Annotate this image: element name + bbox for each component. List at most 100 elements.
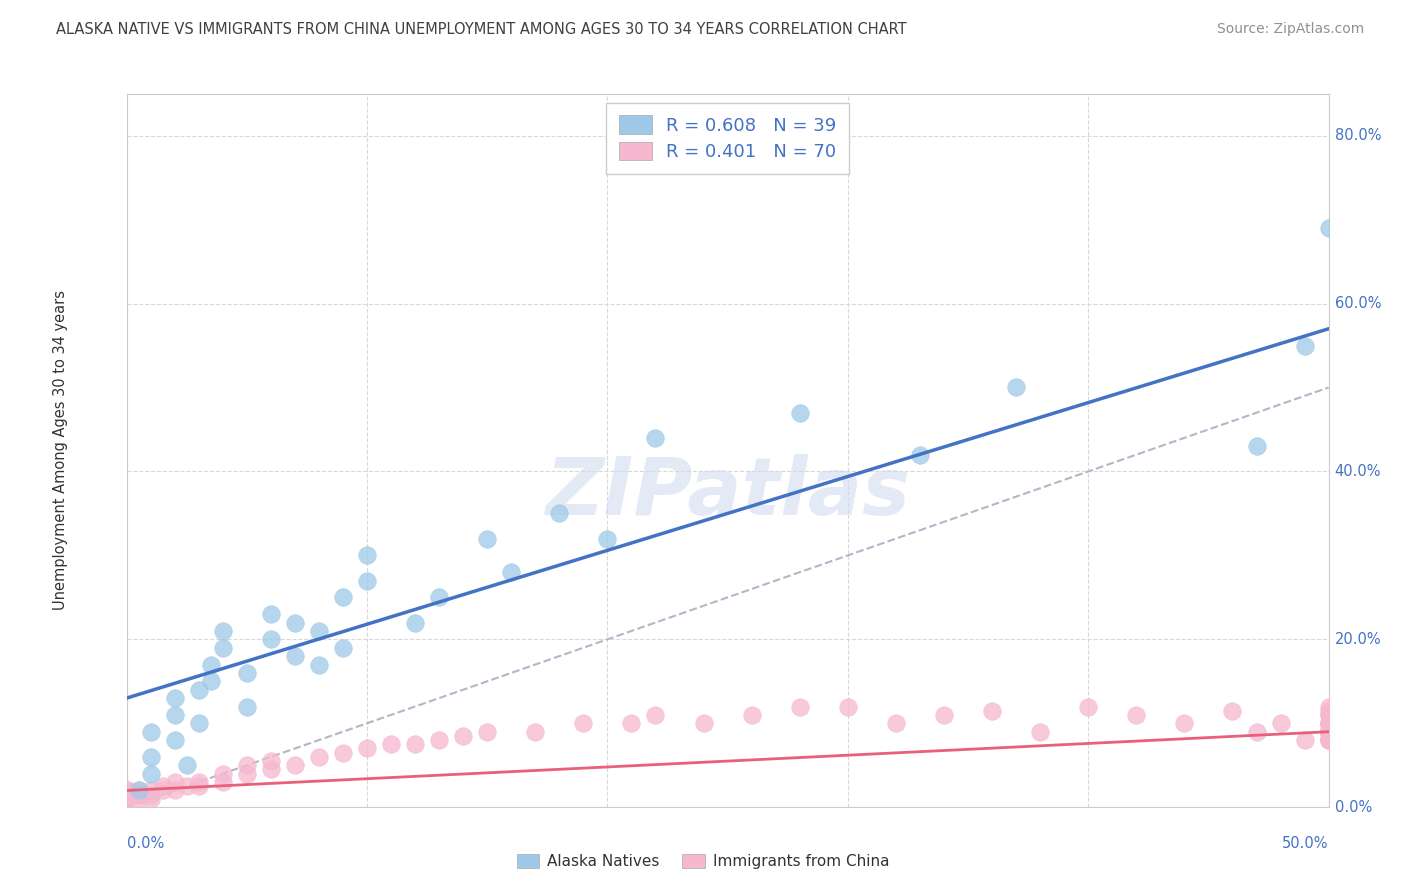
Text: 40.0%: 40.0%	[1334, 464, 1381, 479]
Point	[163, 691, 186, 706]
Text: 20.0%: 20.0%	[1334, 632, 1381, 647]
Point	[741, 707, 763, 722]
Point	[1317, 733, 1340, 747]
Point	[1294, 733, 1316, 747]
Point	[644, 707, 666, 722]
Point	[789, 699, 811, 714]
Point	[235, 665, 259, 680]
Point	[475, 532, 498, 546]
Point	[115, 783, 138, 797]
Point	[427, 591, 450, 605]
Point	[572, 716, 595, 731]
Point	[620, 716, 643, 731]
Point	[1029, 724, 1052, 739]
Text: Unemployment Among Ages 30 to 34 years: Unemployment Among Ages 30 to 34 years	[53, 291, 67, 610]
Point	[1317, 716, 1340, 731]
Point	[211, 766, 233, 780]
Point	[139, 788, 162, 802]
Point	[260, 607, 283, 622]
Point	[1317, 724, 1340, 739]
Point	[932, 707, 955, 722]
Point	[260, 763, 283, 777]
Point	[1317, 724, 1340, 739]
Point	[163, 733, 186, 747]
Point	[1125, 707, 1147, 722]
Text: 50.0%: 50.0%	[1282, 836, 1329, 851]
Point	[356, 574, 378, 588]
Point	[644, 431, 666, 445]
Point	[404, 737, 426, 751]
Point	[1317, 716, 1340, 731]
Point	[139, 792, 162, 806]
Point	[163, 707, 186, 722]
Text: 0.0%: 0.0%	[1334, 800, 1372, 814]
Point	[427, 733, 450, 747]
Text: 0.0%: 0.0%	[127, 836, 163, 851]
Point	[356, 741, 378, 756]
Point	[1317, 721, 1340, 735]
Point	[235, 699, 259, 714]
Point	[176, 779, 198, 793]
Point	[1246, 439, 1268, 453]
Text: 80.0%: 80.0%	[1334, 128, 1381, 143]
Text: 60.0%: 60.0%	[1334, 296, 1381, 311]
Point	[1005, 380, 1028, 394]
Point	[163, 783, 186, 797]
Point	[1317, 716, 1340, 731]
Point	[356, 549, 378, 563]
Text: Source: ZipAtlas.com: Source: ZipAtlas.com	[1216, 22, 1364, 37]
Point	[200, 674, 222, 689]
Point	[451, 729, 474, 743]
Point	[1317, 724, 1340, 739]
Point	[235, 766, 259, 780]
Point	[211, 624, 233, 638]
Point	[128, 788, 150, 802]
Point	[332, 591, 354, 605]
Point	[884, 716, 907, 731]
Point	[596, 532, 619, 546]
Point	[260, 632, 283, 647]
Point	[152, 783, 174, 797]
Point	[501, 565, 523, 579]
Point	[524, 724, 547, 739]
Point	[211, 640, 233, 655]
Point	[284, 649, 307, 664]
Point	[200, 657, 222, 672]
Point	[187, 779, 209, 793]
Point	[1246, 724, 1268, 739]
Point	[284, 615, 307, 630]
Point	[139, 750, 162, 764]
Point	[908, 448, 931, 462]
Point	[187, 716, 209, 731]
Point	[308, 750, 330, 764]
Point	[115, 783, 138, 797]
Point	[1317, 724, 1340, 739]
Point	[187, 682, 209, 697]
Point	[139, 783, 162, 797]
Point	[163, 775, 186, 789]
Point	[1317, 716, 1340, 731]
Point	[235, 758, 259, 772]
Point	[1270, 716, 1292, 731]
Point	[187, 775, 209, 789]
Point	[1317, 707, 1340, 722]
Point	[548, 507, 571, 521]
Point	[1317, 221, 1340, 235]
Point	[1317, 733, 1340, 747]
Point	[380, 737, 402, 751]
Point	[1222, 704, 1244, 718]
Point	[404, 615, 426, 630]
Point	[115, 792, 138, 806]
Point	[176, 758, 198, 772]
Point	[692, 716, 714, 731]
Point	[332, 746, 354, 760]
Point	[789, 406, 811, 420]
Point	[1317, 724, 1340, 739]
Point	[308, 624, 330, 638]
Point	[1317, 699, 1340, 714]
Point	[308, 657, 330, 672]
Point	[139, 766, 162, 780]
Point	[139, 724, 162, 739]
Point	[1317, 733, 1340, 747]
Legend: Alaska Natives, Immigrants from China: Alaska Natives, Immigrants from China	[510, 848, 896, 875]
